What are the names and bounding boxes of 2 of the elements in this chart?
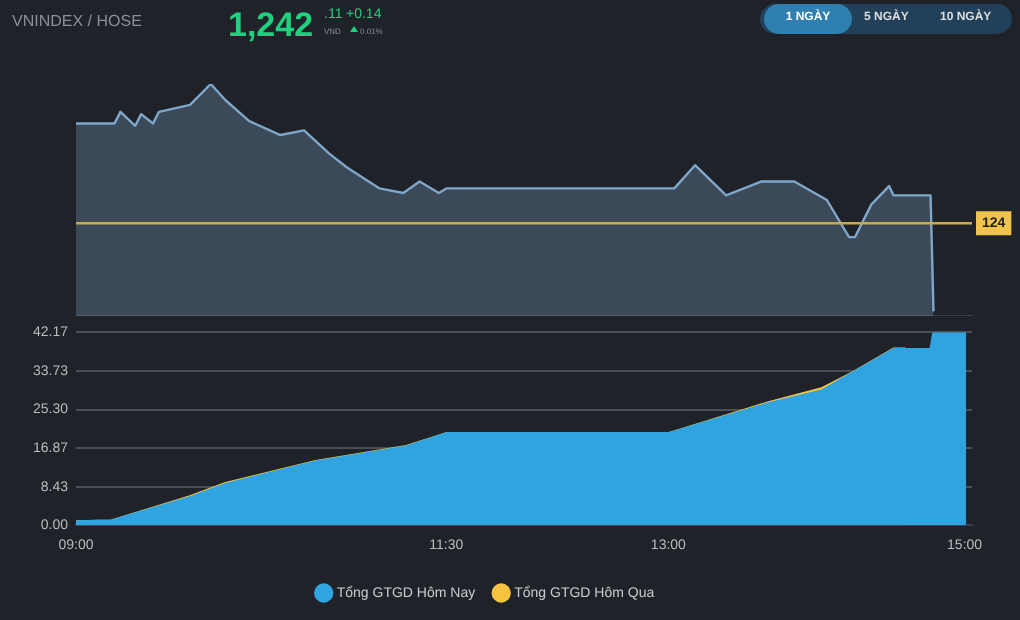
text: 1,242 — [228, 6, 314, 46]
text: VNINDEX / HOSE — [12, 12, 142, 30]
